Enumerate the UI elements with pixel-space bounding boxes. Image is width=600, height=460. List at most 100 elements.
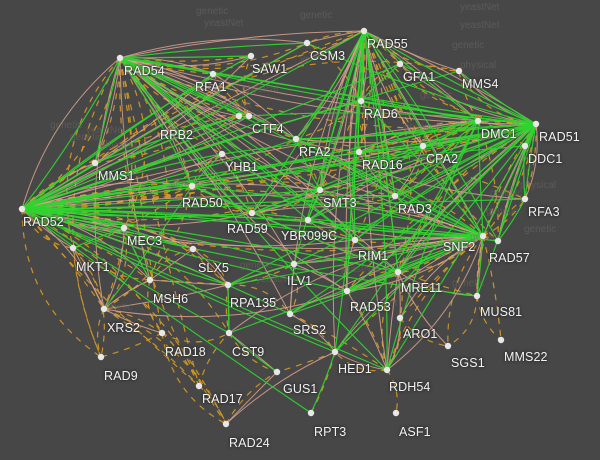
graph-node[interactable] (189, 245, 197, 253)
graph-node[interactable] (521, 195, 529, 203)
graph-node[interactable] (188, 182, 196, 190)
edge-genetic (319, 30, 365, 191)
edge-physical (221, 153, 321, 191)
edge-yeastNet (21, 208, 163, 334)
graph-node[interactable] (158, 329, 166, 337)
edge-genetic (21, 208, 348, 292)
graph-node[interactable] (494, 237, 502, 245)
graph-node[interactable] (273, 368, 281, 376)
edge-yeastNet (447, 235, 484, 347)
graph-node[interactable] (474, 117, 482, 125)
graph-node[interactable] (225, 329, 233, 337)
edge-yeastNet (276, 351, 336, 373)
edge-genetic (524, 123, 537, 200)
edge-genetic (251, 30, 365, 214)
graph-node[interactable] (248, 209, 256, 217)
node-group (18, 27, 540, 428)
graph-node[interactable] (355, 148, 363, 156)
graph-node[interactable] (396, 314, 404, 322)
edge-genetic (119, 42, 308, 59)
edge-physical (306, 30, 365, 44)
edge-type-watermark: genetic (420, 90, 452, 101)
graph-node[interactable] (343, 287, 351, 295)
graph-node[interactable] (146, 276, 154, 284)
graph-node[interactable] (383, 366, 391, 374)
edge-yeastNet (295, 120, 479, 155)
graph-node[interactable] (532, 120, 540, 128)
graph-node[interactable] (521, 142, 529, 150)
graph-node[interactable] (497, 336, 505, 344)
graph-node[interactable] (394, 268, 402, 276)
edge-genetic (358, 120, 479, 153)
graph-node[interactable] (120, 224, 128, 232)
graph-node[interactable] (444, 342, 452, 350)
edge-yeastNet (103, 185, 193, 310)
graph-node[interactable] (455, 67, 463, 75)
edge-type-watermark: genetic (486, 206, 518, 217)
edge-yeastNet (386, 235, 484, 371)
edge-yeastNet (381, 271, 399, 371)
graph-node[interactable] (316, 186, 324, 194)
edge-yeastNet (103, 308, 200, 387)
graph-node[interactable] (351, 236, 359, 244)
graph-node[interactable] (222, 420, 230, 428)
graph-node[interactable] (69, 244, 77, 252)
graph-node[interactable] (303, 39, 311, 47)
graph-node[interactable] (331, 348, 339, 356)
edge-type-watermark: yeastNet (358, 298, 398, 309)
edge-yeastNet (198, 385, 227, 425)
graph-node[interactable] (218, 150, 226, 158)
edge-genetic (103, 185, 193, 310)
edge-genetic (191, 185, 484, 237)
graph-node[interactable] (235, 112, 243, 120)
edge-genetic (21, 208, 230, 334)
graph-node[interactable] (391, 192, 399, 200)
graph-node[interactable] (419, 142, 427, 150)
edge-physical (119, 57, 479, 122)
graph-node[interactable] (292, 135, 300, 143)
edge-yeastNet (191, 185, 253, 214)
edge-physical (289, 313, 336, 353)
edge-genetic (346, 30, 365, 292)
edge-genetic (191, 185, 253, 214)
edge-genetic (307, 219, 484, 237)
graph-node[interactable] (357, 97, 365, 105)
graph-node[interactable] (360, 27, 368, 35)
graph-node[interactable] (392, 409, 400, 417)
edge-yeastNet (119, 42, 308, 67)
edge-yeastNet (21, 208, 105, 310)
graph-node[interactable] (97, 353, 105, 361)
edge-genetic (21, 123, 537, 210)
graph-node[interactable] (286, 310, 294, 318)
edge-yeastNet (358, 120, 479, 153)
edge-type-watermark: physical (460, 60, 496, 71)
edge-yeastNet (225, 371, 278, 425)
graph-node[interactable] (18, 205, 26, 213)
edge-physical (103, 279, 151, 310)
edge-genetic (289, 235, 484, 315)
edge-genetic (360, 63, 401, 102)
graph-node[interactable] (91, 159, 99, 167)
graph-node[interactable] (245, 112, 253, 120)
edge-genetic (21, 151, 360, 210)
graph-node[interactable] (304, 216, 312, 224)
graph-node[interactable] (247, 52, 255, 60)
graph-node[interactable] (100, 305, 108, 313)
edge-yeastNet (119, 30, 365, 70)
graph-node[interactable] (479, 232, 487, 240)
graph-node[interactable] (473, 292, 481, 300)
graph-node[interactable] (209, 70, 217, 78)
graph-node[interactable] (224, 281, 232, 289)
edge-watermark-group: geneticyeastNetgeneticyeastNetgeneticgen… (50, 2, 560, 313)
edge-type-watermark: genetic (330, 110, 362, 121)
edge-genetic (119, 57, 388, 371)
graph-node[interactable] (195, 382, 203, 390)
graph-node[interactable] (116, 54, 124, 62)
graph-node[interactable] (396, 60, 404, 68)
edge-yeastNet (386, 369, 398, 414)
edge-yeastNet (346, 235, 484, 292)
graph-node[interactable] (307, 409, 315, 417)
graph-node[interactable] (290, 260, 298, 268)
